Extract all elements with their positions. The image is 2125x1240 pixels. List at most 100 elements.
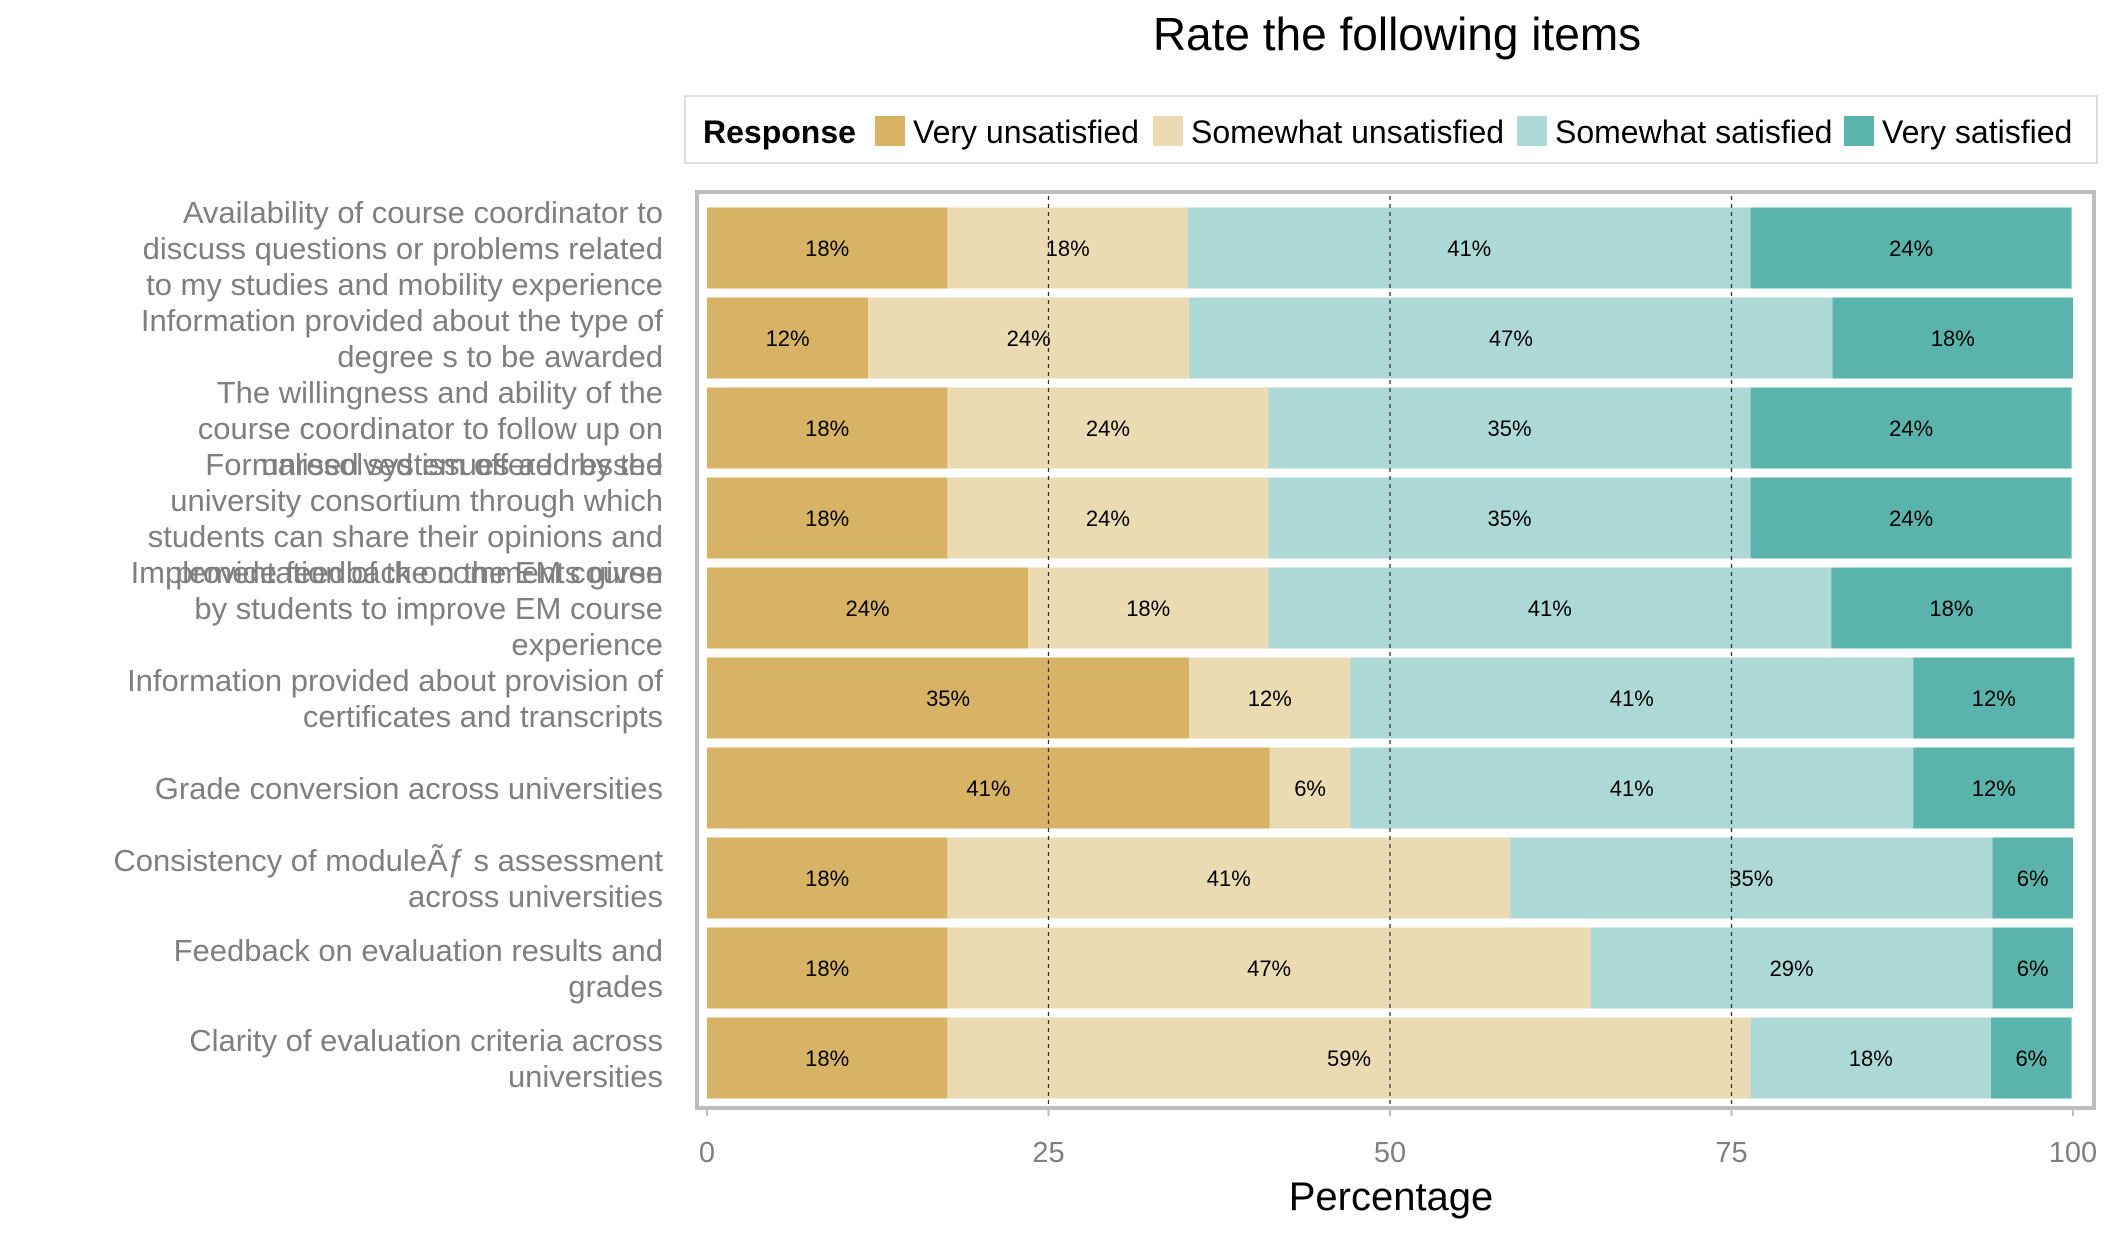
bar-value-label: 24% xyxy=(845,596,889,621)
bar-segment xyxy=(707,747,1270,829)
bar-segment xyxy=(1991,1017,2072,1099)
chart-title: Rate the following items xyxy=(1153,8,1641,60)
category-label: discuss questions or problems related xyxy=(143,231,663,266)
bar-segment xyxy=(1268,387,1751,469)
bar-value-label: 35% xyxy=(1488,506,1532,531)
bar-value-label: 12% xyxy=(1972,776,2016,801)
bar-value-label: 12% xyxy=(1248,686,1292,711)
category-label: provide feedback on the EM course xyxy=(175,555,663,590)
bar-value-label: 18% xyxy=(1046,236,1090,261)
category-label: course coordinator to follow up on xyxy=(198,411,663,446)
bar-segment xyxy=(1590,927,1993,1009)
bar-value-label: 18% xyxy=(805,236,849,261)
category-label: Implementation of the comments given xyxy=(131,555,663,590)
bar-segment xyxy=(1350,657,1914,739)
category-label: experience xyxy=(511,627,663,662)
bar-segment xyxy=(1268,567,1832,649)
bar-segment xyxy=(1831,567,2072,649)
bar-segment xyxy=(1189,297,1833,379)
bar-segment xyxy=(707,567,1029,649)
category-label: Feedback on evaluation results and xyxy=(174,933,663,968)
bar-value-label: 18% xyxy=(1849,1046,1893,1071)
x-axis-ticks: 0 25 50 75 100 xyxy=(699,1108,2097,1169)
bar-value-label: 6% xyxy=(2017,866,2049,891)
bar-value-label: 18% xyxy=(1126,596,1170,621)
legend-label: Very satisfied xyxy=(1882,114,2072,150)
bar-value-label: 6% xyxy=(1294,776,1326,801)
category-label: Clarity of evaluation criteria across xyxy=(189,1023,663,1058)
bar-segment xyxy=(947,837,1511,919)
category-label: university consortium through which xyxy=(170,483,663,518)
bar-value-label: 18% xyxy=(805,506,849,531)
bar-value-label: 41% xyxy=(1528,596,1572,621)
category-label: grades xyxy=(568,969,663,1004)
category-label: Consistency of moduleÃƒ s assessment xyxy=(113,843,663,878)
bar-segment xyxy=(1750,477,2072,559)
category-label: Grade conversion across universities xyxy=(155,771,663,806)
bar-segment xyxy=(1750,1017,1992,1099)
legend-label: Somewhat unsatisfied xyxy=(1191,114,1504,150)
category-label: Formalised system offered by the xyxy=(205,447,663,482)
x-tick-label: 50 xyxy=(1374,1137,1406,1169)
bar-segment xyxy=(707,477,948,559)
category-label: Information provided about the type of xyxy=(141,303,664,338)
x-tick-label: 0 xyxy=(699,1137,715,1169)
bar-value-label: 18% xyxy=(805,1046,849,1071)
bar-segment xyxy=(1992,837,2073,919)
bar-segment xyxy=(707,927,948,1009)
bar-value-label: 59% xyxy=(1327,1046,1371,1071)
bar-value-label: 18% xyxy=(1931,326,1975,351)
bar-value-label: 18% xyxy=(805,866,849,891)
legend-key xyxy=(1844,116,1874,146)
bar-value-label: 6% xyxy=(2017,956,2049,981)
legend-title: Response xyxy=(703,114,856,150)
bar-value-label: 12% xyxy=(1972,686,2016,711)
category-label: degree s to be awarded xyxy=(337,339,663,374)
bar-value-label: 41% xyxy=(1447,236,1491,261)
category-label: universities xyxy=(508,1059,663,1094)
bar-value-label: 24% xyxy=(1007,326,1051,351)
bar-segment xyxy=(947,477,1269,559)
bar-value-label: 18% xyxy=(805,416,849,441)
category-label: by students to improve EM course xyxy=(194,591,663,626)
legend-key xyxy=(875,116,905,146)
bar-segment xyxy=(1832,297,2073,379)
legend-label: Somewhat satisfied xyxy=(1555,114,1832,150)
x-tick-label: 100 xyxy=(2049,1137,2097,1169)
category-label: Information provided about provision of xyxy=(127,663,663,698)
bar-value-label: 41% xyxy=(1207,866,1251,891)
bar-segment xyxy=(707,657,1190,739)
bar-segment xyxy=(707,387,948,469)
legend-items: Very unsatisfied Somewhat unsatisfied Some… xyxy=(875,114,2072,150)
bar-value-label: 41% xyxy=(1610,686,1654,711)
bar-value-label: 47% xyxy=(1489,326,1533,351)
bar-value-label: 47% xyxy=(1247,956,1291,981)
bar-segment xyxy=(1269,747,1351,829)
legend-key xyxy=(1517,116,1547,146)
bar-segment xyxy=(1992,927,2073,1009)
bar-value-label: 41% xyxy=(966,776,1010,801)
bar-value-label: 6% xyxy=(2015,1046,2047,1071)
category-label: unresolved issues addressed xyxy=(261,447,663,482)
category-label: to my studies and mobility experience xyxy=(146,267,663,302)
x-axis-title: Percentage xyxy=(1289,1175,1494,1219)
bar-segment xyxy=(1913,747,2075,829)
bar-value-label: 41% xyxy=(1610,776,1654,801)
bar-segment xyxy=(947,387,1269,469)
category-label: Availability of course coordinator to xyxy=(183,195,663,230)
legend-key xyxy=(1153,116,1183,146)
bar-value-label: 18% xyxy=(805,956,849,981)
category-label: The willingness and ability of the xyxy=(217,375,663,410)
bar-segment xyxy=(868,297,1190,379)
bar-segment xyxy=(947,927,1591,1009)
x-tick-label: 25 xyxy=(1032,1137,1064,1169)
plot-panel: 18% 18% 41% 24% 12% 24% 47% 18% 18% 24% 35% 24% 18% 2… xyxy=(695,190,2096,1110)
x-tick-label: 75 xyxy=(1715,1137,1747,1169)
bar-segment xyxy=(1189,657,1351,739)
bar-value-label: 24% xyxy=(1889,236,1933,261)
bar-segment xyxy=(1750,387,2072,469)
category-label: students can share their opinions and xyxy=(148,519,663,554)
bar-segment xyxy=(1510,837,1993,919)
legend-label: Very unsatisfied xyxy=(913,114,1139,150)
